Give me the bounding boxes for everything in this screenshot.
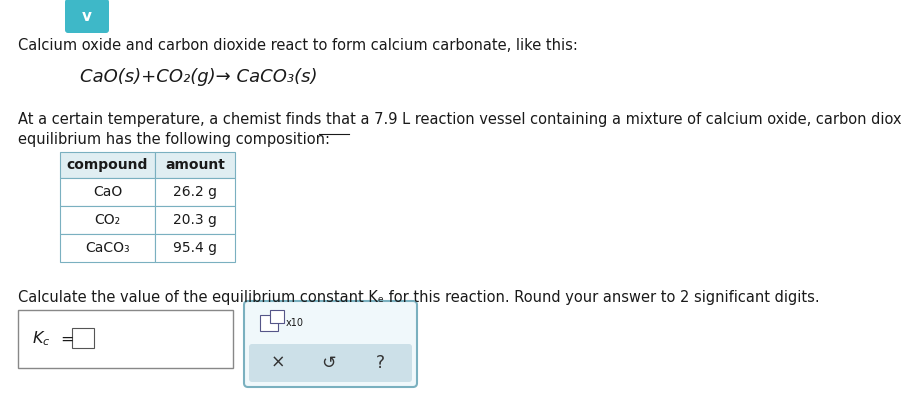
Bar [60,206,155,234]
Text: v: v [82,9,92,24]
Text: =: = [60,331,73,346]
Text: CO₂: CO₂ [95,213,121,227]
Text: CaO: CaO [93,185,122,199]
Text: CaO(s)+CO₂(g)→ CaCO₃(s): CaO(s)+CO₂(g)→ CaCO₃(s) [80,68,318,86]
Text: 26.2 g: 26.2 g [173,185,217,199]
FancyBboxPatch shape [244,301,417,387]
Text: equilibrium has the following composition:: equilibrium has the following compositio… [18,132,330,147]
Text: 95.4 g: 95.4 g [173,241,217,255]
Text: ×: × [271,354,285,372]
Text: $\mathit{K}_c$: $\mathit{K}_c$ [32,330,51,348]
Bar [155,178,235,206]
Text: Calcium oxide and carbon dioxide react to form calcium carbonate, like this:: Calcium oxide and carbon dioxide react t… [18,38,578,53]
Text: ↺: ↺ [321,354,336,372]
Bar [72,328,94,348]
Text: 20.3 g: 20.3 g [173,213,217,227]
FancyBboxPatch shape [18,310,233,368]
Text: amount: amount [165,158,225,172]
Bar [260,315,278,331]
Text: Calculate the value of the equilibrium constant Kₑ for this reaction. Round your: Calculate the value of the equilibrium c… [18,290,820,305]
Bar [60,234,155,262]
Bar [155,152,235,178]
Text: x10: x10 [286,318,304,328]
Bar [155,206,235,234]
Bar [60,152,155,178]
Text: compound: compound [67,158,148,172]
Bar [60,178,155,206]
FancyBboxPatch shape [249,344,412,382]
Bar [155,234,235,262]
FancyBboxPatch shape [65,0,109,33]
Text: ?: ? [375,354,384,372]
Text: CaCO₃: CaCO₃ [85,241,130,255]
Bar [270,310,284,323]
Text: At a certain temperature, a chemist finds that a 7.9 L reaction vessel containin: At a certain temperature, a chemist find… [18,112,902,127]
